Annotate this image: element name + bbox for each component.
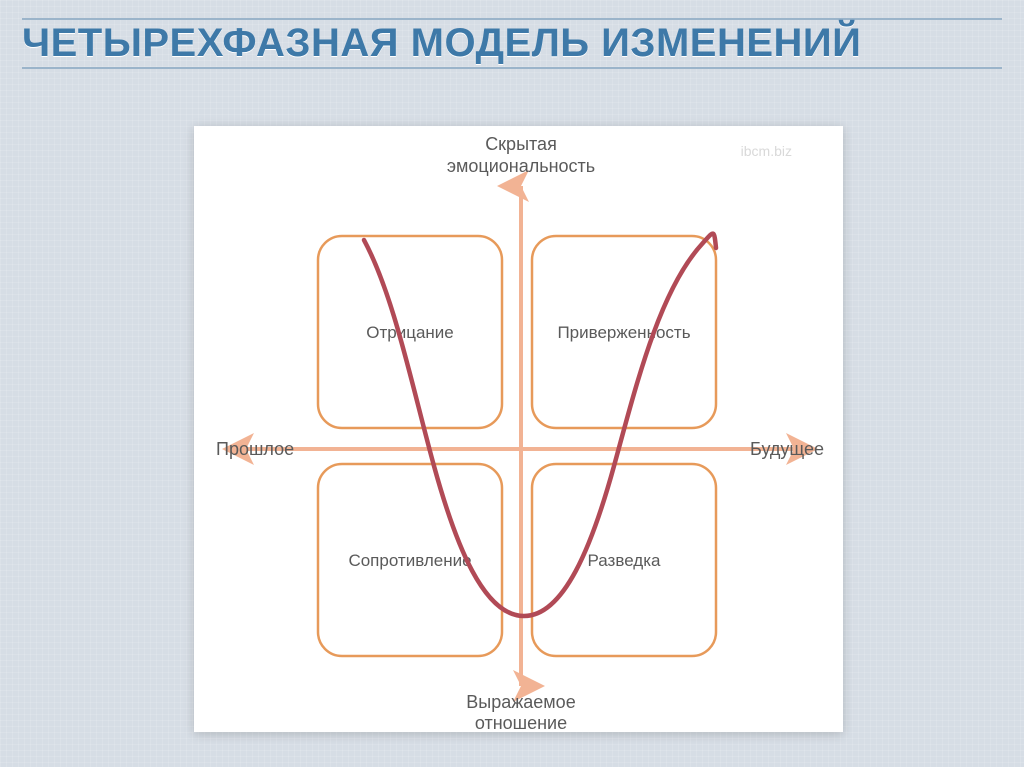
diagram-card: ibcm.biz <box>194 126 843 732</box>
title-rule-bottom <box>22 67 1002 69</box>
title-block: ЧЕТЫРЕХФАЗНАЯ МОДЕЛЬ ИЗМЕНЕНИЙ <box>22 18 1002 69</box>
title-rule-top <box>22 18 1002 20</box>
page-title: ЧЕТЫРЕХФАЗНАЯ МОДЕЛЬ ИЗМЕНЕНИЙ <box>22 22 1002 65</box>
quadrant-label-tl: Отрицание <box>366 323 454 342</box>
quadrant-label-tr: Приверженность <box>557 323 690 342</box>
axis-label-left: Прошлое <box>216 439 294 459</box>
axis-label-bottom-line2: отношение <box>475 713 567 732</box>
axis-label-bottom-line1: Выражаемое <box>466 692 575 712</box>
axis-label-top-line2: эмоциональность <box>447 156 595 176</box>
quadrant-boxes: Отрицание Приверженность Сопротивление Разв… <box>318 236 716 656</box>
axis-label-top-line1: Скрытая <box>485 134 557 154</box>
quadrant-label-br: Разведка <box>588 551 661 570</box>
slide: ЧЕТЫРЕХФАЗНАЯ МОДЕЛЬ ИЗМЕНЕНИЙ ibcm.biz <box>0 0 1024 767</box>
watermark-text: ibcm.biz <box>741 143 792 159</box>
quadrant-label-bl: Сопротивление <box>348 551 471 570</box>
axis-label-right: Будущее <box>750 439 824 459</box>
four-phase-diagram: ibcm.biz <box>194 126 843 732</box>
